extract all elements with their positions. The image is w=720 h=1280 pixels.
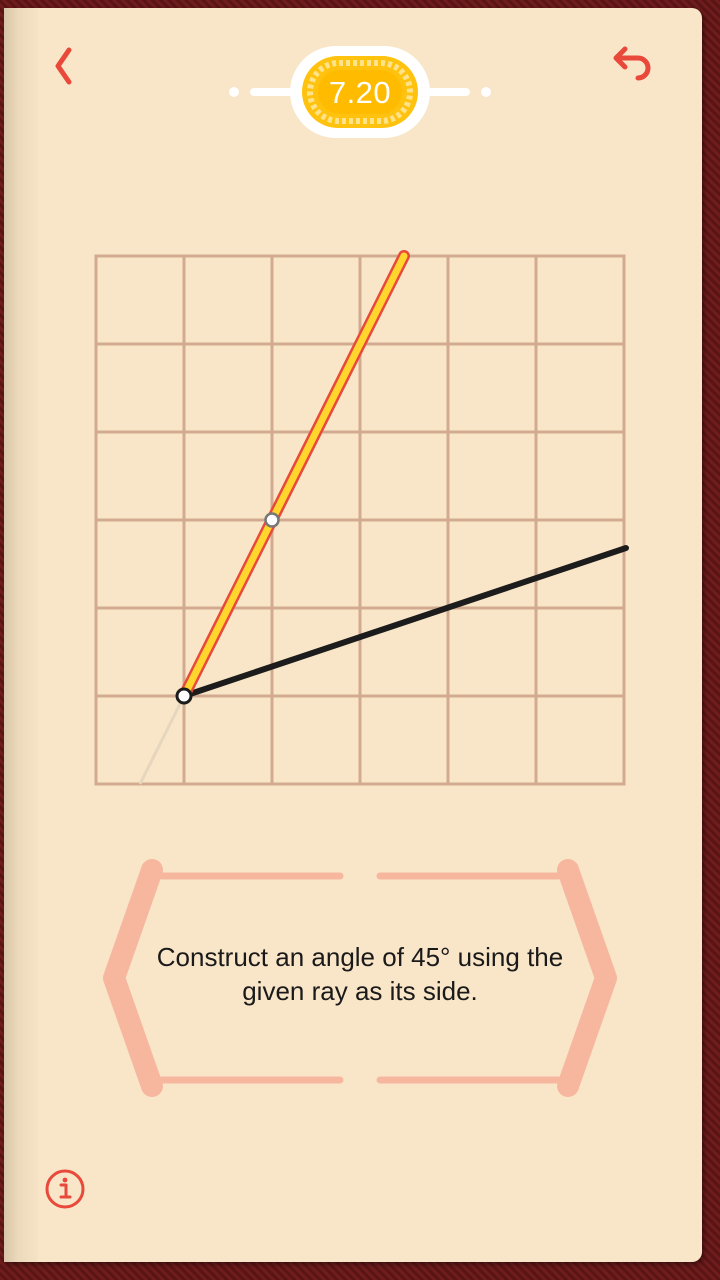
undo-button[interactable] [608, 44, 658, 88]
back-button[interactable] [48, 44, 88, 88]
line-extension [138, 695, 186, 785]
given-ray [181, 545, 629, 699]
midpoint-handle[interactable] [264, 512, 280, 528]
score-value: 7.20 [328, 75, 392, 110]
vertex-point[interactable] [175, 687, 193, 705]
puzzle-prompt: Construct an angle of 45° using the give… [156, 942, 564, 1006]
score-medal: 7.20 [224, 46, 496, 140]
medal-frame [229, 46, 491, 138]
constructed-line[interactable] [180, 252, 408, 700]
page-spine [4, 8, 38, 1262]
info-icon [45, 1169, 85, 1209]
chevron-left-icon [55, 47, 72, 85]
undo-icon [613, 46, 651, 81]
info-button[interactable] [42, 1166, 88, 1212]
